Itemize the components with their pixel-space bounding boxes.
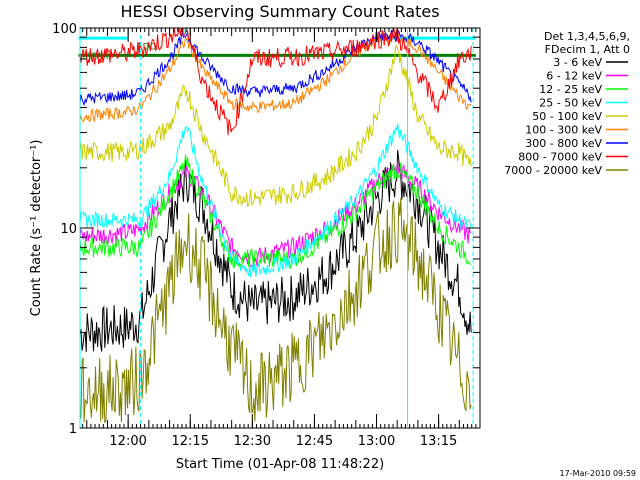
x-tick-label: 12:30 bbox=[234, 434, 271, 449]
series-line-4 bbox=[79, 44, 472, 208]
chart-title: HESSI Observing Summary Count Rates bbox=[120, 2, 439, 21]
series-line-6 bbox=[79, 29, 472, 107]
timestamp: 17-Mar-2010 09:59 bbox=[560, 469, 637, 478]
legend-label: 50 - 100 keV bbox=[532, 110, 602, 123]
x-tick-label: 12:45 bbox=[296, 434, 333, 449]
x-tick-label: 13:15 bbox=[420, 434, 457, 449]
x-axis-title: Start Time (01-Apr-08 11:48:22) bbox=[176, 457, 384, 472]
y-tick-label: 100 bbox=[52, 22, 77, 37]
y-axis-ticks: 1 10 100 bbox=[52, 22, 480, 437]
flag-label-1: RDO bbox=[136, 43, 156, 53]
y-tick-label: 1 bbox=[69, 422, 77, 437]
legend-label: 6 - 12 keV bbox=[546, 70, 602, 83]
series-line-0 bbox=[79, 149, 472, 352]
legend-label: 3 - 6 keV bbox=[553, 56, 602, 69]
series-layer bbox=[79, 27, 472, 424]
x-tick-label: 12:00 bbox=[109, 434, 146, 449]
series-line-5 bbox=[79, 30, 472, 123]
series-line-7 bbox=[79, 27, 472, 136]
legend-label: 12 - 25 keV bbox=[539, 83, 602, 96]
y-tick-label: 10 bbox=[60, 222, 77, 237]
series-line-1 bbox=[79, 161, 472, 269]
y-axis-title: Count Rate (s⁻¹ detector⁻¹) bbox=[29, 140, 44, 317]
legend-label: 100 - 300 keV bbox=[525, 124, 602, 137]
x-tick-label: 12:15 bbox=[172, 434, 209, 449]
legend-header: FDecim 1, Att 0 bbox=[545, 43, 630, 56]
legend-label: 800 - 7000 keV bbox=[518, 151, 602, 164]
series-line-8 bbox=[79, 197, 472, 424]
legend-header: Det 1,3,4,5,6,9, bbox=[544, 30, 630, 43]
legend-label: 7000 - 20000 keV bbox=[504, 164, 602, 177]
series-line-3 bbox=[79, 123, 472, 278]
x-tick-label: 13:00 bbox=[358, 434, 395, 449]
legend: Det 1,3,4,5,6,9,FDecim 1, Att 03 - 6 keV… bbox=[504, 30, 630, 177]
series-line-2 bbox=[79, 154, 472, 269]
legend-label: 25 - 50 keV bbox=[539, 97, 602, 110]
x-axis-ticks: 12:00 12:15 12:30 12:45 13:00 13:15 bbox=[82, 28, 481, 449]
legend-label: 300 - 800 keV bbox=[525, 137, 602, 150]
